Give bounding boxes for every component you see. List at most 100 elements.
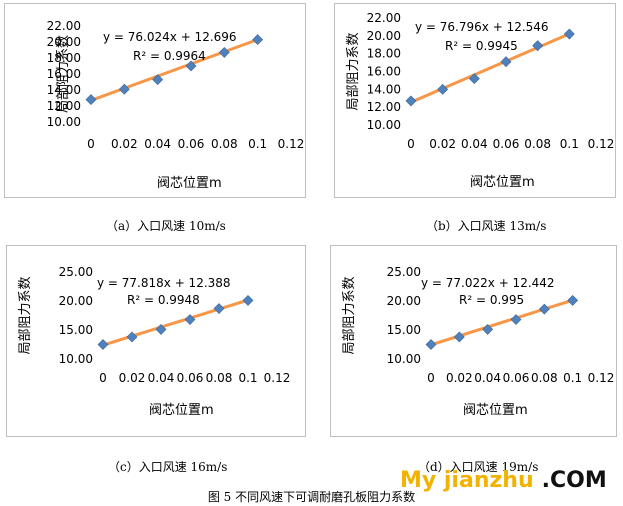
r2-label-d: R² = 0.995 [459, 293, 524, 307]
equation-label-a: y = 76.024x + 12.696 [103, 30, 237, 44]
caption-b: （b）入口风速 13m/s [426, 219, 547, 233]
x-axis-label-a: 阀芯位置m [157, 176, 222, 191]
chart-panel-a: 10.00 12.00 14.00 16.00 18.00 20.00 22.00 0 0.02… [4, 3, 306, 198]
x-axis-label-c: 阀芯位置m [149, 403, 214, 418]
data-point-c [242, 294, 254, 306]
data-point-d [453, 331, 465, 343]
x-tick-label-d: 0.12 [588, 371, 615, 385]
equation-label-b: y = 76.796x + 12.546 [415, 20, 549, 34]
y-tick-label-c: 20.00 [59, 294, 93, 308]
trendline-a [89, 38, 260, 102]
y-tick-label-b: 12.00 [367, 100, 401, 114]
chart-panel-c: 10.00 15.00 20.00 25.00 0 0.02 0.04 0.06 0.08 0.1… [6, 245, 306, 437]
x-axis-label-d: 阀芯位置m [463, 403, 528, 418]
y-tick-label-c: 10.00 [59, 352, 93, 366]
data-point-b [437, 83, 449, 95]
data-point-c [126, 331, 138, 343]
caption-a: （a）入口风速 10m/s [106, 219, 226, 233]
chart-panel-b: 10.00 12.00 14.00 16.00 18.00 20.00 22.00 0 0.02… [334, 3, 616, 198]
y-tick-label-a: 20.00 [47, 35, 81, 49]
data-point-c [213, 303, 225, 314]
y-tick-label-c: 15.00 [59, 323, 93, 337]
data-point-a [252, 34, 264, 46]
x-tick-label-d: 0.02 [446, 371, 473, 385]
y-tick-label-a: 12.00 [47, 99, 81, 113]
data-point-b [468, 73, 480, 85]
x-tick-label-a: 0.06 [178, 137, 205, 151]
chart-panel-d: 10.00 15.00 20.00 25.00 0 0.02 0.04 0.06 0.08 0.1… [330, 245, 617, 437]
y-axis-label-d: 局部阻力系数 [342, 276, 357, 354]
caption-c: （c）入口风速 16m/s [108, 460, 228, 474]
chart-c: 10.00 15.00 20.00 25.00 0 0.02 0.04 0.06 0.08 0.1… [18, 265, 291, 418]
data-point-b [500, 56, 512, 68]
x-tick-label-c: 0.02 [119, 371, 146, 385]
y-tick-label-d: 15.00 [387, 323, 421, 337]
x-tick-label-a: 0.12 [278, 137, 305, 151]
watermark-site: My jianzhu [400, 468, 534, 493]
figure-caption: 图 5 不同风速下可调耐磨孔板阻力系数 [207, 490, 416, 504]
data-point-a [85, 94, 97, 106]
chart-a: 10.00 12.00 14.00 16.00 18.00 20.00 22.00 0 0.02… [47, 19, 305, 191]
data-point-d [510, 314, 522, 325]
r2-label-b: R² = 0.9945 [445, 39, 518, 53]
trendline-b [409, 32, 571, 104]
data-point-d [567, 294, 579, 306]
r2-label-c: R² = 0.9948 [127, 293, 200, 307]
x-tick-label-a: 0.1 [248, 137, 267, 151]
x-tick-label-c: 0.08 [206, 371, 233, 385]
x-tick-label-a: 0.02 [111, 137, 138, 151]
chart-d: 10.00 15.00 20.00 25.00 0 0.02 0.04 0.06 0.08 0.1… [342, 265, 615, 418]
y-tick-label-b: 16.00 [367, 65, 401, 79]
y-tick-label-a: 22.00 [47, 19, 81, 33]
data-point-b [405, 95, 417, 107]
x-tick-label-b: 0.08 [524, 137, 551, 151]
x-tick-label-b: 0.1 [560, 137, 579, 151]
data-point-a [185, 60, 197, 72]
x-tick-label-a: 0.08 [211, 137, 238, 151]
data-point-c [184, 314, 196, 325]
data-point-a [118, 83, 130, 95]
x-tick-label-b: 0.04 [461, 137, 488, 151]
x-tick-label-b: 0.06 [493, 137, 520, 151]
y-tick-label-a: 14.00 [47, 83, 81, 97]
caption-d: （d）入口风速 19m/s [418, 460, 539, 474]
x-tick-label-a: 0 [87, 137, 95, 151]
x-tick-label-d: 0 [427, 371, 435, 385]
chart-b: 10.00 12.00 14.00 16.00 18.00 20.00 22.00 0 0.02… [346, 11, 615, 190]
watermark: My jianzhu .COM [400, 468, 607, 493]
y-tick-label-a: 16.00 [47, 67, 81, 81]
y-tick-label-d: 25.00 [387, 265, 421, 279]
watermark-tld: .COM [541, 468, 607, 493]
r2-label-a: R² = 0.9964 [133, 49, 206, 63]
y-axis-label-a: 局部阻力系数 [56, 35, 71, 113]
data-point-a [218, 46, 230, 58]
y-tick-label-b: 10.00 [367, 118, 401, 132]
x-tick-label-d: 0.1 [563, 371, 582, 385]
x-tick-label-d: 0.08 [531, 371, 558, 385]
x-tick-label-b: 0.12 [588, 137, 615, 151]
y-axis-label-c: 局部阻力系数 [18, 276, 33, 354]
equation-label-c: y = 77.818x + 12.388 [97, 276, 231, 290]
y-tick-label-d: 10.00 [387, 352, 421, 366]
y-tick-label-c: 25.00 [59, 265, 93, 279]
x-tick-label-c: 0.06 [177, 371, 204, 385]
x-tick-label-d: 0.06 [503, 371, 530, 385]
x-tick-label-a: 0.04 [144, 137, 171, 151]
x-tick-label-b: 0.02 [429, 137, 456, 151]
data-point-d [538, 303, 550, 315]
data-point-c [97, 339, 109, 350]
trendline-c [101, 298, 250, 347]
data-point-b [532, 40, 544, 52]
x-tick-label-c: 0.1 [238, 371, 257, 385]
y-tick-label-b: 14.00 [367, 82, 401, 96]
x-tick-label-c: 0.12 [264, 371, 291, 385]
x-tick-label-b: 0 [407, 137, 415, 151]
data-point-d [482, 323, 494, 335]
x-axis-label-b: 阀芯位置m [470, 175, 535, 190]
y-tick-label-d: 20.00 [387, 294, 421, 308]
y-axis-label-b: 局部阻力系数 [346, 32, 361, 110]
data-point-d [425, 339, 437, 350]
data-point-a [152, 74, 164, 86]
y-tick-label-b: 18.00 [367, 47, 401, 61]
y-tick-label-a: 18.00 [47, 51, 81, 65]
